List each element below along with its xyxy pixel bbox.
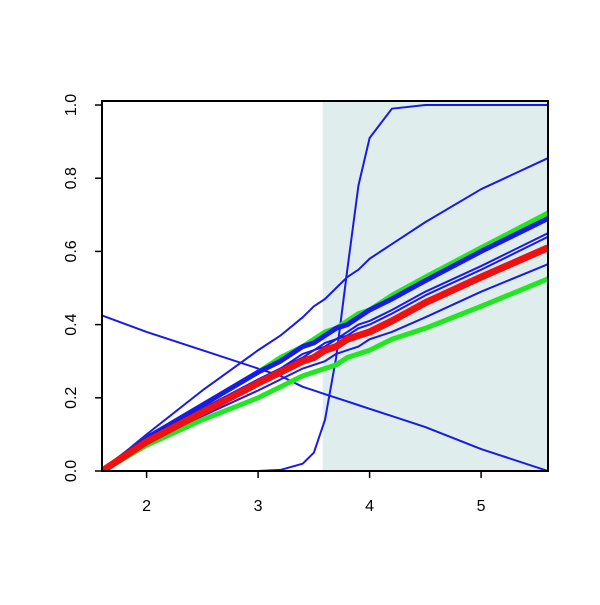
series-line — [102, 263, 548, 471]
series-line — [102, 104, 548, 471]
x-tick-label: 5 — [477, 498, 486, 515]
x-tick-label: 3 — [254, 498, 263, 515]
y-tick-label: 1.0 — [63, 94, 80, 116]
series-line — [102, 216, 548, 471]
series-line — [102, 314, 548, 471]
y-tick-label: 0.4 — [63, 313, 80, 335]
x-tick-label: 4 — [365, 498, 374, 515]
plot-box — [101, 100, 549, 472]
x-tick-label: 2 — [142, 498, 151, 515]
series-line — [102, 276, 548, 471]
series-line — [102, 157, 548, 471]
y-tick-label: 0.8 — [63, 167, 80, 189]
series-line — [102, 244, 548, 471]
y-tick-label: 0.0 — [63, 460, 80, 482]
y-tick-label: 0.6 — [63, 240, 80, 262]
y-tick-label: 0.2 — [63, 387, 80, 409]
